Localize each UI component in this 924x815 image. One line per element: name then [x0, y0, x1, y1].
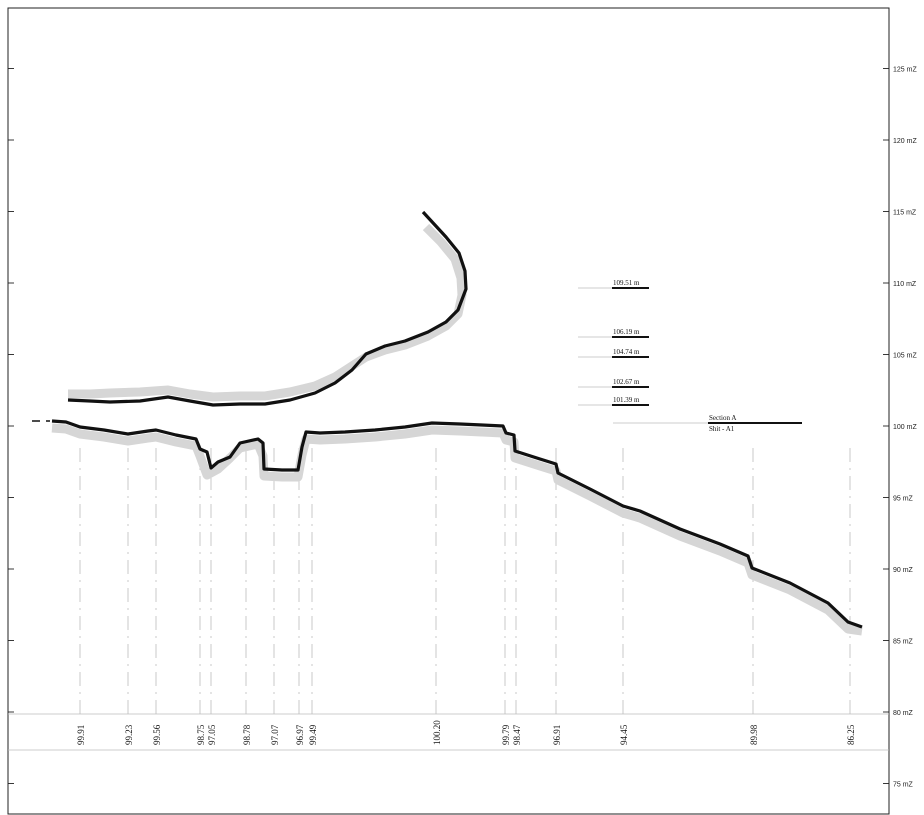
station-label: 99.91 [76, 725, 86, 745]
overhang-profile-shadow [68, 223, 467, 402]
level-marker: 109.51 m [578, 279, 649, 289]
elevation-label: 90 mZ [893, 567, 914, 574]
elevation-label: 110 mZ [893, 281, 917, 288]
station-label: 96.91 [552, 725, 562, 745]
station-label: 86.25 [846, 724, 856, 745]
elevation-label: 105 mZ [893, 353, 917, 360]
elevation-label: 100 mZ [893, 424, 917, 431]
elevation-label: 75 mZ [893, 782, 914, 789]
station-label: 99.49 [308, 724, 318, 745]
station-label: 94.45 [619, 724, 629, 745]
elevation-axis: 125 mZ 120 mZ 115 mZ 110 mZ 105 mZ 100 mZ 95 m… [8, 67, 917, 789]
station-label: 96.97 [295, 724, 305, 745]
station-label: 99.23 [124, 724, 134, 745]
level-marker-label: 101.39 m [613, 396, 640, 404]
station-leaders [79, 448, 851, 714]
level-marker: 104.74 m [578, 348, 649, 358]
section-tag: Section A Shit - A1 [613, 414, 802, 433]
level-marker-label: 102.67 m [613, 378, 640, 386]
level-marker: 101.39 m [578, 396, 649, 406]
drawing-frame [7, 7, 890, 815]
overhang-profile-line [67, 210, 468, 407]
ground-profile-shadow [51, 423, 863, 636]
elevation-label: 85 mZ [893, 639, 914, 646]
station-label: 97.07 [270, 724, 280, 745]
elevation-label: 80 mZ [893, 710, 914, 717]
station-label: 98.78 [242, 724, 252, 745]
station-label: 99.79 [501, 724, 511, 745]
station-label: 99.56 [152, 724, 162, 745]
level-markers: 109.51 m 106.19 m 104.74 m 102.67 m 101.… [578, 279, 649, 406]
station-label: 100.20 [432, 720, 442, 745]
level-marker: 106.19 m [578, 328, 649, 338]
section-title: Section A [709, 414, 736, 422]
ground-profile-line [51, 419, 863, 629]
section-sheet: Shit - A1 [709, 425, 735, 433]
station-labels: 99.91 99.23 99.56 98.75 97.05 98.78 97.07 96.97… [76, 720, 856, 745]
elevation-label: 115 mZ [893, 210, 917, 217]
level-marker-label: 109.51 m [613, 279, 640, 287]
level-marker-label: 106.19 m [613, 328, 640, 336]
station-label: 89.98 [749, 724, 759, 745]
elevation-label: 95 mZ [893, 496, 914, 503]
level-marker: 102.67 m [578, 378, 649, 388]
elevation-label: 125 mZ [893, 67, 917, 74]
station-label: 98.47 [512, 724, 522, 745]
station-label: 97.05 [207, 724, 217, 745]
level-marker-label: 104.74 m [613, 348, 640, 356]
station-label: 98.75 [196, 724, 206, 745]
elevation-label: 120 mZ [893, 138, 917, 145]
